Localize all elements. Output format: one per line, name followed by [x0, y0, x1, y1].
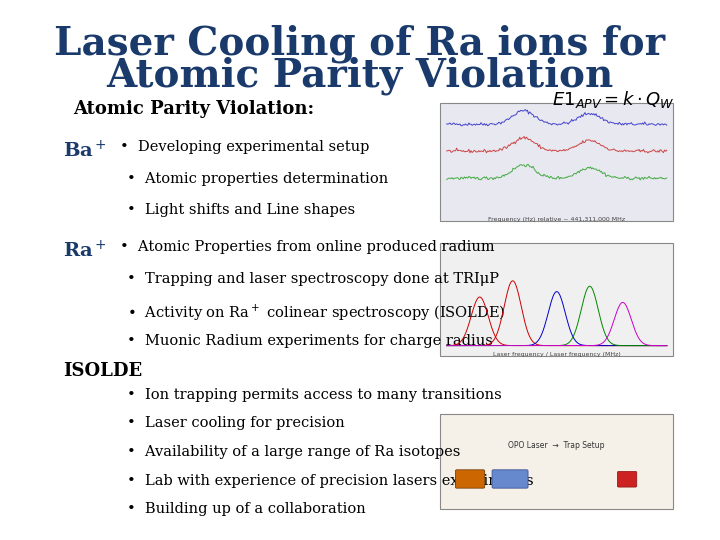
Text: •  Lab with experience of precision lasers experiments: • Lab with experience of precision laser… [127, 474, 534, 488]
Text: Frequency (Hz) relative ~ 441,311,000 MHz: Frequency (Hz) relative ~ 441,311,000 MH… [488, 217, 625, 222]
FancyBboxPatch shape [440, 243, 673, 356]
Text: OPO Laser  →  Trap Setup: OPO Laser → Trap Setup [508, 441, 605, 450]
Text: Ra$^+$: Ra$^+$ [63, 240, 107, 261]
Text: •  Laser cooling for precision: • Laser cooling for precision [127, 416, 344, 430]
FancyBboxPatch shape [440, 414, 673, 509]
Text: Laser frequency / Laser frequency (MHz): Laser frequency / Laser frequency (MHz) [493, 352, 621, 357]
Text: •  Building up of a collaboration: • Building up of a collaboration [127, 502, 365, 516]
Text: ISOLDE: ISOLDE [63, 362, 143, 380]
FancyBboxPatch shape [618, 471, 636, 487]
Text: •  Atomic Properties from online produced radium: • Atomic Properties from online produced… [120, 240, 495, 254]
Text: Ba$^+$: Ba$^+$ [63, 140, 107, 161]
FancyBboxPatch shape [455, 470, 485, 488]
Text: •  Developing experimental setup: • Developing experimental setup [120, 140, 369, 154]
Text: •  Ion trapping permits access to many transitions: • Ion trapping permits access to many tr… [127, 388, 501, 402]
Text: Laser Cooling of Ra ions for: Laser Cooling of Ra ions for [55, 24, 665, 63]
FancyBboxPatch shape [440, 103, 673, 221]
Text: •  Muonic Radium experiments for charge radius: • Muonic Radium experiments for charge r… [127, 334, 492, 348]
Text: Atomic Parity Violation:: Atomic Parity Violation: [73, 100, 315, 118]
Text: •  Light shifts and Line shapes: • Light shifts and Line shapes [127, 203, 355, 217]
Text: •  Activity on Ra$^+$ colinear spectroscopy (ISOLDE): • Activity on Ra$^+$ colinear spectrosco… [127, 303, 505, 323]
Text: •  Availability of a large range of Ra isotopes: • Availability of a large range of Ra is… [127, 445, 460, 459]
Text: •  Trapping and laser spectroscopy done at TRIμP: • Trapping and laser spectroscopy done a… [127, 272, 498, 286]
Text: $E1_{APV} = k \cdot Q_W$: $E1_{APV} = k \cdot Q_W$ [552, 89, 675, 110]
Text: Atomic Parity Violation: Atomic Parity Violation [107, 57, 613, 95]
Text: •  Atomic properties determination: • Atomic properties determination [127, 172, 388, 186]
FancyBboxPatch shape [492, 470, 528, 488]
